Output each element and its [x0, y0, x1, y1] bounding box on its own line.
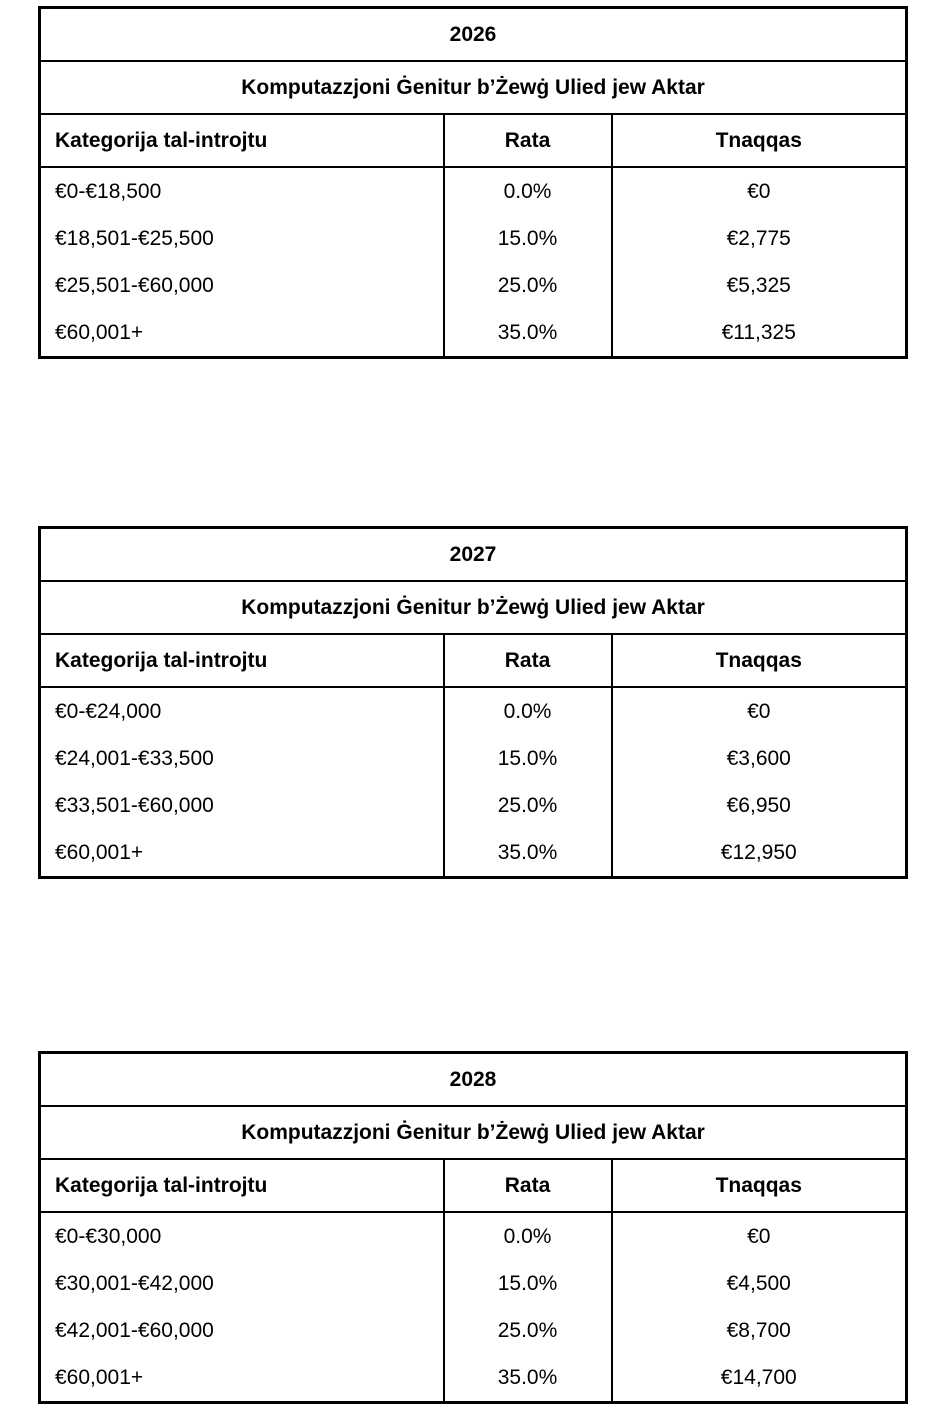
data-row: €0-€30,000 0.0% €0	[38, 1212, 907, 1260]
cell: €60,001+	[38, 1354, 444, 1403]
cell: 0.0%	[442, 687, 612, 735]
table-body: 2027 Komputazzjoni Ġenitur b’Żewġ Ulied j…	[38, 527, 907, 878]
cell: 25.0%	[442, 782, 612, 829]
cell: €0-€18,500	[38, 167, 444, 215]
cell: €4,500	[610, 1260, 907, 1307]
cell: 35.0%	[442, 309, 612, 358]
column-header: Kategorija tal-introjtu	[38, 1159, 444, 1213]
cell: €0	[610, 167, 907, 215]
cell: €12,950	[610, 829, 907, 878]
cell: 35.0%	[442, 1354, 612, 1403]
subtitle: Komputazzjoni Ġenitur b’Żewġ Ulied jew A…	[39, 1106, 907, 1160]
cell: 0.0%	[442, 167, 612, 215]
cell: €6,950	[610, 782, 907, 829]
table-body: 2026 Komputazzjoni Ġenitur b’Żewġ Ulied j…	[38, 7, 907, 358]
cell: €2,775	[610, 215, 907, 262]
header-row: Kategorija tal-introjtu Rata Tnaqqas	[38, 114, 907, 168]
subtitle-row: Komputazzjoni Ġenitur b’Żewġ Ulied jew A…	[39, 61, 907, 115]
year-row: 2028	[39, 1052, 907, 1107]
cell: €0	[610, 687, 907, 735]
subtitle-row: Komputazzjoni Ġenitur b’Żewġ Ulied jew A…	[39, 581, 907, 635]
column-header: Tnaqqas	[610, 634, 907, 688]
cell: 25.0%	[442, 1307, 612, 1354]
header-row: Kategorija tal-introjtu Rata Tnaqqas	[38, 634, 907, 688]
data-row: €0-€24,000 0.0% €0	[38, 687, 907, 735]
year: 2027	[39, 527, 907, 582]
subtitle: Komputazzjoni Ġenitur b’Żewġ Ulied jew A…	[39, 61, 907, 115]
cell: €30,001-€42,000	[38, 1260, 444, 1307]
data-row: €18,501-€25,500 15.0% €2,775	[38, 215, 907, 262]
table-body: 2028 Komputazzjoni Ġenitur b’Żewġ Ulied j…	[38, 1052, 907, 1403]
cell: 0.0%	[442, 1212, 612, 1260]
cell: €60,001+	[38, 309, 444, 358]
subtitle: Komputazzjoni Ġenitur b’Żewġ Ulied jew A…	[39, 581, 907, 635]
cell: €3,600	[610, 735, 907, 782]
subtitle-row: Komputazzjoni Ġenitur b’Żewġ Ulied jew A…	[39, 1106, 907, 1160]
column-header: Tnaqqas	[610, 1159, 907, 1213]
cell: €60,001+	[38, 829, 444, 878]
cell: 15.0%	[442, 1260, 612, 1307]
cell: 15.0%	[442, 215, 612, 262]
data-row: €33,501-€60,000 25.0% €6,950	[38, 782, 907, 829]
column-header: Tnaqqas	[610, 114, 907, 168]
data-row: €0-€18,500 0.0% €0	[38, 167, 907, 215]
tax-table: 2026 Komputazzjoni Ġenitur b’Żewġ Ulied j…	[38, 6, 908, 359]
data-row: €25,501-€60,000 25.0% €5,325	[38, 262, 907, 309]
cell: €18,501-€25,500	[38, 215, 444, 262]
column-header: Kategorija tal-introjtu	[38, 634, 444, 688]
column-header: Rata	[442, 634, 612, 688]
data-row: €60,001+ 35.0% €14,700	[38, 1354, 907, 1403]
cell: €5,325	[610, 262, 907, 309]
cell: €0-€30,000	[38, 1212, 444, 1260]
year: 2028	[39, 1052, 907, 1107]
cell: 25.0%	[442, 262, 612, 309]
tax-table: 2027 Komputazzjoni Ġenitur b’Żewġ Ulied j…	[38, 526, 908, 879]
cell: €8,700	[610, 1307, 907, 1354]
data-row: €24,001-€33,500 15.0% €3,600	[38, 735, 907, 782]
year-row: 2026	[39, 7, 907, 62]
tax-table: 2028 Komputazzjoni Ġenitur b’Żewġ Ulied j…	[38, 1051, 908, 1404]
column-header: Rata	[442, 114, 612, 168]
data-row: €42,001-€60,000 25.0% €8,700	[38, 1307, 907, 1354]
cell: 15.0%	[442, 735, 612, 782]
data-row: €60,001+ 35.0% €12,950	[38, 829, 907, 878]
header-row: Kategorija tal-introjtu Rata Tnaqqas	[38, 1159, 907, 1213]
column-header: Kategorija tal-introjtu	[38, 114, 444, 168]
cell: €0-€24,000	[38, 687, 444, 735]
cell: €25,501-€60,000	[38, 262, 444, 309]
cell: €0	[610, 1212, 907, 1260]
cell: €24,001-€33,500	[38, 735, 444, 782]
column-header: Rata	[442, 1159, 612, 1213]
cell: €14,700	[610, 1354, 907, 1403]
data-row: €30,001-€42,000 15.0% €4,500	[38, 1260, 907, 1307]
year: 2026	[39, 7, 907, 62]
cell: €42,001-€60,000	[38, 1307, 444, 1354]
cell: 35.0%	[442, 829, 612, 878]
data-row: €60,001+ 35.0% €11,325	[38, 309, 907, 358]
cell: €11,325	[610, 309, 907, 358]
cell: €33,501-€60,000	[38, 782, 444, 829]
year-row: 2027	[39, 527, 907, 582]
